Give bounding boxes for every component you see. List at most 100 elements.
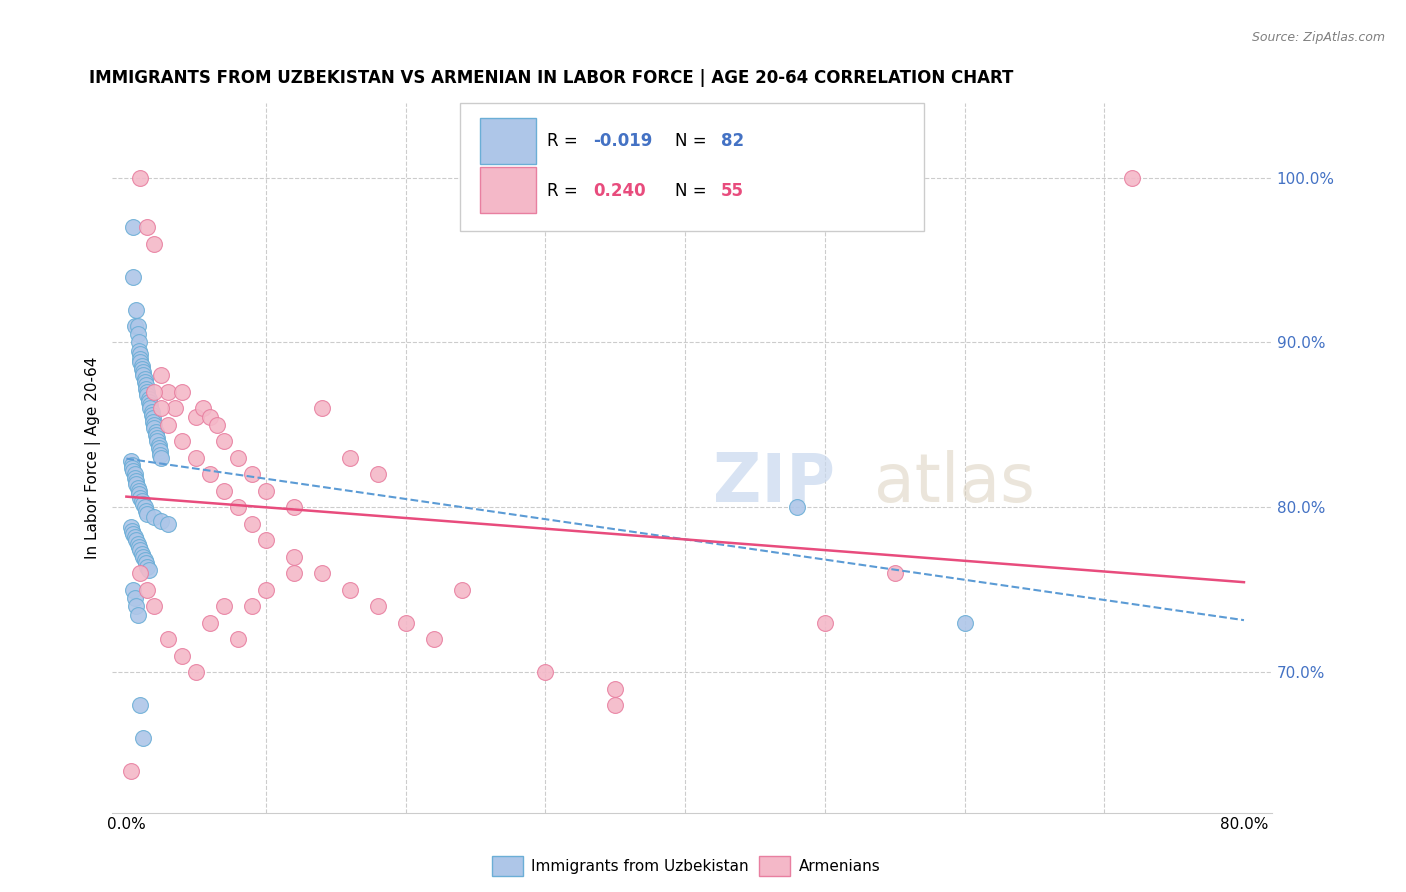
- Point: [122, 526, 145, 541]
- Point: [149, 448, 172, 462]
- Point: [135, 378, 157, 392]
- Point: [122, 464, 145, 478]
- Point: [124, 591, 146, 606]
- Point: [1121, 170, 1143, 185]
- Text: N =: N =: [675, 182, 711, 200]
- Point: [129, 351, 152, 366]
- Point: [339, 582, 361, 597]
- Point: [146, 431, 169, 445]
- Point: [200, 615, 222, 630]
- Point: [186, 450, 208, 465]
- Point: [395, 615, 418, 630]
- Point: [200, 467, 222, 482]
- Point: [122, 220, 145, 235]
- Point: [605, 681, 627, 696]
- Point: [127, 607, 149, 622]
- Point: [136, 388, 159, 402]
- Point: [125, 599, 148, 614]
- Text: N =: N =: [675, 132, 711, 150]
- Point: [141, 408, 163, 422]
- Point: [186, 409, 208, 424]
- Point: [134, 553, 156, 567]
- Text: R =: R =: [547, 182, 583, 200]
- Point: [129, 566, 152, 581]
- Point: [138, 563, 160, 577]
- Point: [254, 582, 277, 597]
- Point: [132, 497, 155, 511]
- Point: [134, 500, 156, 515]
- Point: [129, 355, 152, 369]
- Point: [339, 450, 361, 465]
- Point: [157, 632, 180, 647]
- Point: [134, 372, 156, 386]
- Point: [134, 375, 156, 389]
- Point: [125, 533, 148, 548]
- Point: [120, 764, 142, 779]
- Point: [135, 382, 157, 396]
- Point: [125, 302, 148, 317]
- Point: [135, 504, 157, 518]
- Point: [129, 698, 152, 713]
- Point: [139, 398, 162, 412]
- Point: [814, 615, 837, 630]
- Point: [142, 411, 165, 425]
- FancyBboxPatch shape: [479, 167, 536, 213]
- Point: [212, 434, 235, 449]
- Point: [145, 428, 167, 442]
- Point: [121, 460, 143, 475]
- Point: [165, 401, 187, 416]
- Point: [143, 421, 166, 435]
- Point: [157, 417, 180, 432]
- Point: [226, 500, 249, 515]
- Point: [132, 549, 155, 564]
- Point: [128, 487, 150, 501]
- Point: [953, 615, 976, 630]
- Point: [367, 467, 389, 482]
- Point: [143, 236, 166, 251]
- Point: [129, 491, 152, 505]
- Point: [367, 599, 389, 614]
- Point: [786, 500, 808, 515]
- Text: 55: 55: [721, 182, 744, 200]
- Text: 0.240: 0.240: [593, 182, 647, 200]
- Point: [129, 543, 152, 558]
- Point: [172, 434, 194, 449]
- Text: 82: 82: [721, 132, 744, 150]
- Point: [131, 359, 153, 373]
- Point: [254, 483, 277, 498]
- Point: [136, 384, 159, 399]
- Point: [200, 409, 222, 424]
- Point: [186, 665, 208, 680]
- Text: atlas: atlas: [873, 450, 1035, 516]
- Point: [212, 599, 235, 614]
- Point: [127, 318, 149, 333]
- Point: [283, 549, 305, 564]
- Point: [150, 514, 173, 528]
- Point: [311, 401, 333, 416]
- Point: [193, 401, 215, 416]
- Point: [131, 493, 153, 508]
- Point: [240, 467, 263, 482]
- Point: [283, 566, 305, 581]
- Point: [139, 401, 162, 416]
- Point: [240, 599, 263, 614]
- Point: [136, 220, 159, 235]
- Point: [127, 481, 149, 495]
- Point: [148, 441, 170, 455]
- Point: [157, 516, 180, 531]
- Point: [124, 318, 146, 333]
- Point: [143, 599, 166, 614]
- Point: [128, 335, 150, 350]
- Text: Armenians: Armenians: [799, 859, 880, 873]
- Point: [132, 365, 155, 379]
- FancyBboxPatch shape: [460, 103, 924, 231]
- Text: ZIP: ZIP: [713, 450, 835, 516]
- FancyBboxPatch shape: [479, 118, 536, 163]
- Point: [157, 384, 180, 399]
- Point: [422, 632, 444, 647]
- Point: [136, 582, 159, 597]
- Text: Immigrants from Uzbekistan: Immigrants from Uzbekistan: [531, 859, 749, 873]
- Text: IMMIGRANTS FROM UZBEKISTAN VS ARMENIAN IN LABOR FORCE | AGE 20-64 CORRELATION CH: IMMIGRANTS FROM UZBEKISTAN VS ARMENIAN I…: [89, 69, 1014, 87]
- Point: [122, 269, 145, 284]
- Point: [132, 731, 155, 746]
